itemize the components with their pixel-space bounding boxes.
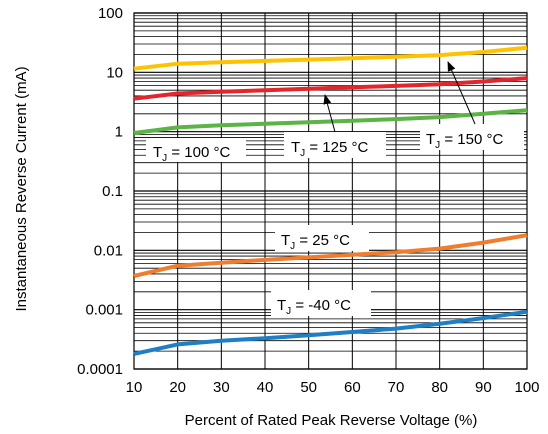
x-tick-label: 90 xyxy=(475,379,492,396)
series-line-0 xyxy=(133,45,528,71)
x-tick-label: 10 xyxy=(126,379,143,396)
series-line-2 xyxy=(133,108,528,135)
annotation-tj-minus-40-label: TJ = -40 °C xyxy=(277,297,351,317)
plot-frame xyxy=(133,12,528,370)
y-axis-title: Instantaneous Reverse Current (mA) xyxy=(13,66,30,311)
series-group xyxy=(133,45,528,356)
x-tick-label: 60 xyxy=(344,379,361,396)
annotation-tj-150-label: TJ = 150 °C xyxy=(426,131,503,151)
annotation-tj-150: TJ = 150 °C xyxy=(420,61,524,151)
x-axis-title: Percent of Rated Peak Reverse Voltage (%… xyxy=(185,412,478,429)
x-tick-label: 40 xyxy=(257,379,274,396)
annotation-tj-125-label: TJ = 125 °C xyxy=(291,139,368,159)
x-tick-label: 80 xyxy=(431,379,448,396)
annotation-tj-150-arrow xyxy=(447,61,476,125)
x-tick-label: 50 xyxy=(300,379,317,396)
tick-labels: 10 20 30 40 50 60 70 80 90 100 0.0001 0.001 0.01 0.1 1… xyxy=(77,5,539,396)
annotation-tj-100: TJ = 100 °C xyxy=(146,138,246,164)
y-tick-label: 10 xyxy=(106,64,123,81)
annotation-tj-minus-40: TJ = -40 °C xyxy=(271,290,371,317)
series-line-3 xyxy=(133,233,528,278)
y-tick-label: 0.001 xyxy=(85,302,123,319)
annotation-tj-125: TJ = 125 °C xyxy=(284,94,386,159)
annotation-tj-25-label: TJ = 25 °C xyxy=(281,232,350,252)
x-tick-label: 20 xyxy=(169,379,186,396)
x-tick-label: 30 xyxy=(213,379,230,396)
annotation-tj-100-label: TJ = 100 °C xyxy=(153,144,230,164)
annotation-tj-125-arrow xyxy=(323,94,336,133)
y-tick-label: 100 xyxy=(98,5,123,22)
y-tick-label: 0.01 xyxy=(94,242,123,259)
x-tick-label: 70 xyxy=(388,379,405,396)
y-tick-label: 0.1 xyxy=(102,183,123,200)
series-line-1 xyxy=(133,76,528,101)
y-tick-label: 1 xyxy=(115,124,123,141)
x-tick-label: 100 xyxy=(514,379,539,396)
y-tick-label: 0.0001 xyxy=(77,361,123,378)
series-line-4 xyxy=(133,309,528,356)
annotation-tj-25: TJ = 25 °C xyxy=(275,225,369,252)
